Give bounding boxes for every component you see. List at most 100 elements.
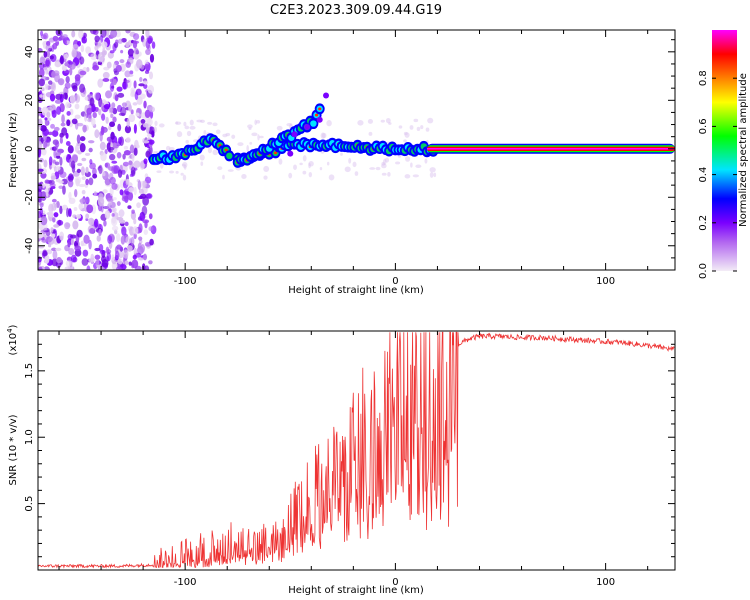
noise-blob [126,245,133,252]
noise-blob [125,61,131,68]
noise-blob [68,61,74,65]
noise-blob [59,31,63,37]
noise-blob [103,220,107,227]
noise-blob [56,257,62,264]
noise-blob [79,56,85,65]
noise-blob [38,182,43,193]
noise-blob [88,177,94,186]
snr-frame [37,330,676,571]
halo-blob [412,174,419,178]
noise-blob [111,182,118,190]
noise-blob [143,229,149,235]
noise-blob [138,223,143,234]
noise-blob [125,41,130,48]
noise-blob [70,254,77,263]
halo-blob [200,161,204,166]
noise-blob [51,198,57,203]
noise-blob [112,142,117,149]
noise-blob [124,125,132,134]
noise-blob [101,113,106,121]
noise-blob [112,116,117,123]
noise-blob [64,222,71,230]
noise-blob [77,162,83,167]
halo-blob [199,119,205,124]
noise-blob [78,203,84,211]
noise-blob [75,51,81,59]
noise-blob [98,228,102,237]
halo-blob [212,122,218,127]
noise-blob [59,137,63,144]
noise-blob [127,182,133,188]
noise-blob [59,156,63,166]
noise-blob [118,219,126,224]
spectrogram-frame [37,29,676,271]
noise-blob [139,93,146,100]
colorbar-ticks: 0.0 0.2 0.4 0.6 0.8 [698,70,737,279]
noise-blob [84,112,88,122]
noise-blob [142,38,147,47]
spectrogram-axes: -100 0 100 -40 -20 0 20 40 [24,30,675,287]
noise-blob [40,216,48,226]
noise-blob [38,106,42,116]
noise-blob [54,61,61,68]
noise-blob [144,64,150,69]
noise-blob [58,185,64,189]
noise-blob [128,261,132,266]
noise-blob [130,236,135,246]
halo-blob [382,158,387,165]
noise-blob [81,36,88,44]
noise-blob [145,150,151,158]
noise-blob [102,71,110,79]
noise-blob [76,122,84,127]
noise-blob [74,74,81,82]
noise-blob [101,41,108,49]
noise-blob [38,78,46,87]
noise-blob [95,257,100,268]
halo-blob [413,118,419,123]
noise-blob [133,218,137,225]
noise-blob [55,93,63,100]
x-tick-label-2: 100 [596,276,615,287]
noise-blob [133,33,140,41]
noise-blob [46,249,53,255]
noise-blob [90,253,95,262]
noise-blob [94,92,100,101]
noise-blob [74,245,82,252]
noise-blob [98,108,102,116]
noise-blob [121,81,128,90]
halo-blob [328,174,335,181]
noise-blob [41,148,47,156]
noise-blob [89,228,95,234]
noise-blob [39,202,44,208]
noise-blob [61,204,68,211]
halo-blob [387,171,391,177]
halo-blob [259,135,264,139]
noise-blob [94,129,100,139]
halo-blob [182,174,187,181]
noise-blob [81,189,86,195]
noise-blob [133,80,137,89]
noise-blob [149,238,154,246]
halo-blob [404,132,410,138]
noise-blob [144,109,151,119]
noise-blob [66,111,71,116]
noise-blob [133,123,137,134]
noise-blob [142,180,147,189]
halo-blob [299,162,303,166]
noise-blob [81,258,89,266]
halo-blob [176,131,183,138]
noise-blob [89,97,95,107]
noise-blob [74,144,80,153]
noise-blob [76,168,81,173]
noise-blob [55,247,62,252]
noise-blob [58,180,64,184]
noise-blob [151,41,156,49]
noise-blob [109,50,115,54]
halo-blob [237,142,244,147]
y-tick-label-2: 0 [24,146,35,152]
halo-blob [424,158,428,164]
halo-blob [357,120,364,126]
noise-blob [75,214,82,219]
noise-blob [66,119,71,127]
halo-blob [189,125,196,130]
